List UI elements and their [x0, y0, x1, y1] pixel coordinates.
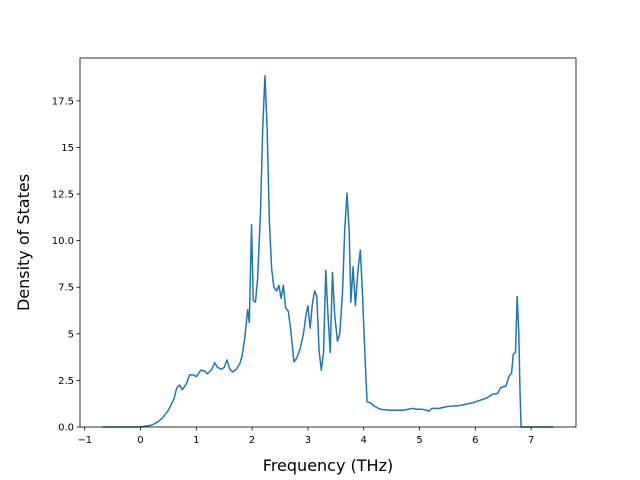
x-tick-label: 4 — [361, 435, 367, 446]
x-tick-label: 6 — [472, 435, 478, 446]
x-tick-label: 1 — [193, 435, 199, 446]
x-tick-label: 0 — [137, 435, 143, 446]
y-tick-label: 17.5 — [52, 96, 74, 107]
y-tick-label: 2.5 — [58, 376, 74, 387]
x-axis-label: Frequency (THz) — [263, 456, 393, 475]
y-tick-label: 10.0 — [52, 236, 74, 247]
y-axis-label: Density of States — [14, 174, 33, 311]
plot-frame — [79, 57, 577, 428]
x-tick-label: 7 — [528, 435, 534, 446]
y-tick-label: 12.5 — [52, 190, 74, 201]
x-tick-label: −1 — [77, 435, 92, 446]
x-tick-label: 2 — [249, 435, 255, 446]
x-tick-label: 5 — [416, 435, 422, 446]
y-tick-label: 0.0 — [58, 423, 74, 434]
y-tick-label: 5 — [68, 329, 74, 340]
line-series — [102, 74, 554, 428]
y-tick-label: 7.5 — [58, 283, 74, 294]
x-tick-label: 3 — [305, 435, 311, 446]
y-tick-label: 15 — [61, 143, 74, 154]
